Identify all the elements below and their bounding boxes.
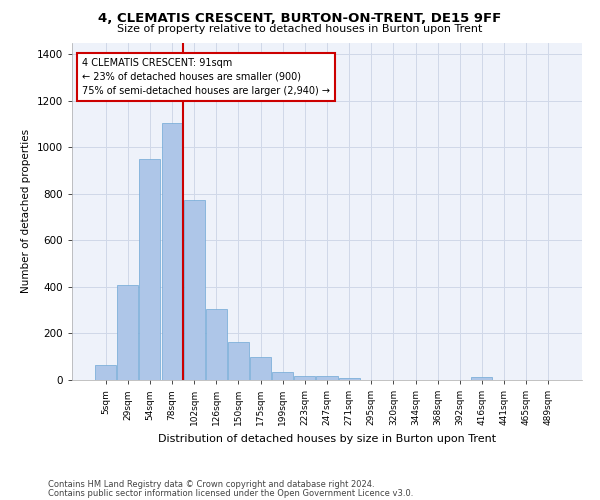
Bar [161, 123, 182, 380]
Text: 4, CLEMATIS CRESCENT, BURTON-ON-TRENT, DE15 9FF: 4, CLEMATIS CRESCENT, BURTON-ON-TRENT, D… [98, 12, 502, 26]
Bar [295, 376, 316, 380]
X-axis label: Distribution of detached houses by size in Burton upon Trent: Distribution of detached houses by size … [158, 434, 496, 444]
Bar [95, 365, 116, 380]
Bar [206, 309, 227, 380]
Text: Contains HM Land Registry data © Crown copyright and database right 2024.: Contains HM Land Registry data © Crown c… [48, 480, 374, 489]
Bar [228, 342, 249, 380]
Text: Contains public sector information licensed under the Open Government Licence v3: Contains public sector information licen… [48, 488, 413, 498]
Bar [472, 377, 493, 380]
Bar [338, 378, 359, 380]
Bar [272, 372, 293, 380]
Text: 4 CLEMATIS CRESCENT: 91sqm
← 23% of detached houses are smaller (900)
75% of sem: 4 CLEMATIS CRESCENT: 91sqm ← 23% of deta… [82, 58, 330, 96]
Bar [250, 356, 271, 380]
Text: Size of property relative to detached houses in Burton upon Trent: Size of property relative to detached ho… [118, 24, 482, 34]
Bar [118, 284, 139, 380]
Y-axis label: Number of detached properties: Number of detached properties [21, 129, 31, 294]
Bar [184, 200, 205, 380]
Bar [316, 376, 338, 380]
Bar [139, 159, 160, 380]
